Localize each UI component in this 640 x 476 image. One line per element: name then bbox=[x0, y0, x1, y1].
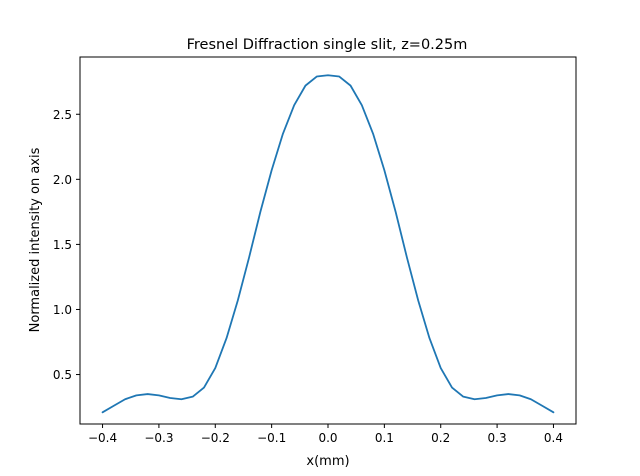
x-tick-label: −0.4 bbox=[88, 431, 117, 445]
x-tick-label: −0.1 bbox=[257, 431, 286, 445]
y-tick-label: 0.5 bbox=[53, 368, 72, 382]
chart-title: Fresnel Diffraction single slit, z=0.25m bbox=[187, 37, 468, 53]
y-tick-label: 2.5 bbox=[53, 108, 72, 122]
y-tick-label: 2.0 bbox=[53, 173, 72, 187]
x-axis-ticks: −0.4 −0.3 −0.2 −0.1 0.0 0.1 0.2 0.3 0.4 bbox=[88, 424, 563, 445]
y-axis-ticks: 0.5 1.0 1.5 2.0 2.5 bbox=[53, 108, 80, 382]
x-tick-label: −0.2 bbox=[201, 431, 230, 445]
plot-area bbox=[101, 74, 555, 414]
x-tick-label: 0.4 bbox=[544, 431, 563, 445]
x-axis-label: x(mm) bbox=[306, 454, 349, 469]
x-tick-label: 0.2 bbox=[431, 431, 450, 445]
axes-frame bbox=[79, 56, 577, 425]
series-line-0 bbox=[101, 74, 555, 414]
y-tick-label: 1.0 bbox=[53, 303, 72, 317]
x-tick-label: 0.3 bbox=[488, 431, 507, 445]
x-tick-label: −0.3 bbox=[144, 431, 173, 445]
x-tick-label: 0.1 bbox=[375, 431, 394, 445]
y-tick-label: 1.5 bbox=[53, 238, 72, 252]
y-axis-label: Normalized intensity on axis bbox=[28, 147, 43, 332]
x-tick-label: 0.0 bbox=[318, 431, 337, 445]
